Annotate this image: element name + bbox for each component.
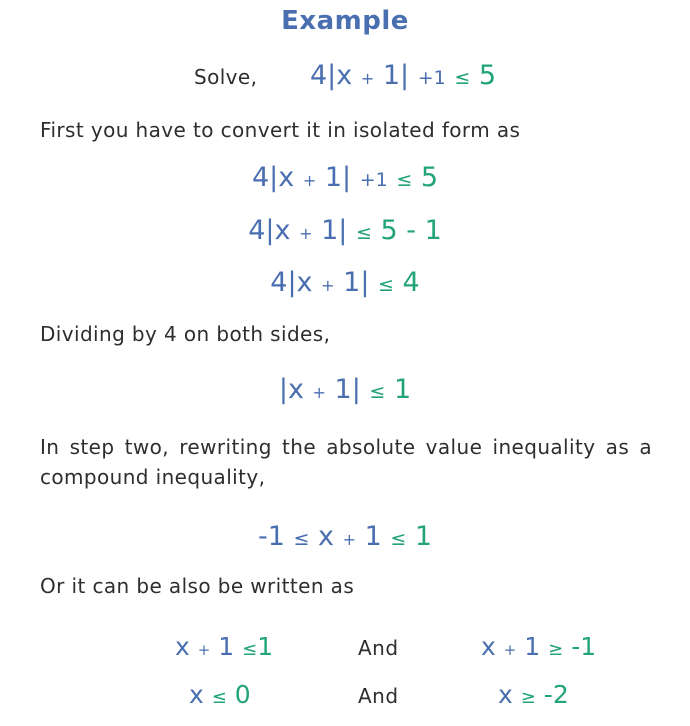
- instruction-text-4: Or it can be also be written as: [40, 574, 355, 598]
- instruction-text-3: In step two, rewriting the absolute valu…: [40, 435, 652, 489]
- plus-sign: +: [503, 641, 517, 659]
- ge-sign: ≥: [548, 639, 564, 660]
- row1-right-inequality: x + 1 ≥ -1: [481, 632, 596, 661]
- row1-left-inequality: x + 1 ≤1: [175, 632, 273, 661]
- rhs: 4: [402, 267, 420, 298]
- example-title: Example: [281, 6, 409, 36]
- lhs: 4|x: [270, 267, 313, 298]
- rhs: 5 - 1: [380, 215, 442, 246]
- le-sign: ≤: [355, 222, 372, 244]
- plus-one: +1: [417, 67, 446, 89]
- plus-sign: +: [302, 171, 317, 190]
- le-sign: ≤: [242, 639, 258, 660]
- rhs: 1: [257, 632, 274, 661]
- one: 1|: [334, 374, 361, 405]
- one: 1|: [321, 215, 348, 246]
- rhs: -2: [543, 680, 569, 709]
- plus-one: +1: [359, 169, 388, 191]
- one: 1: [364, 521, 382, 552]
- row1-and: And: [358, 636, 399, 660]
- one: 1|: [324, 162, 352, 193]
- le-sign: ≤: [369, 381, 386, 403]
- le-sign-2: ≤: [390, 528, 407, 550]
- instruction-text-1: First you have to convert it in isolated…: [40, 118, 521, 142]
- plus-sign: +: [360, 69, 375, 88]
- x-variable: x: [481, 632, 496, 661]
- plus-sign: +: [321, 276, 335, 295]
- lhs: 4|x: [248, 215, 291, 246]
- equation-step-4: |x + 1| ≤ 1: [0, 374, 690, 405]
- row2-and: And: [358, 684, 399, 708]
- right-bound: 1: [414, 521, 433, 552]
- lhs: 4|x: [309, 60, 353, 91]
- le-sign: ≤: [378, 274, 394, 296]
- le-sign: ≤: [396, 169, 413, 191]
- rhs: 5: [478, 60, 497, 91]
- plus-sign: +: [342, 530, 356, 549]
- le-sign: ≤: [454, 67, 471, 89]
- one: 1|: [343, 267, 370, 298]
- plus-sign: +: [312, 383, 326, 402]
- le-sign: ≤: [211, 687, 227, 708]
- equation-step-3: 4|x + 1| ≤ 4: [0, 267, 690, 298]
- rhs: 0: [234, 680, 251, 709]
- row2-left-inequality: x ≤ 0: [189, 680, 251, 709]
- lhs: |x: [278, 374, 304, 405]
- le-sign-1: ≤: [293, 528, 310, 550]
- one: 1: [524, 632, 541, 661]
- problem-statement: Solve, 4|x + 1| +1 ≤ 5: [0, 60, 690, 91]
- plus-sign: +: [299, 224, 313, 243]
- x-variable: x: [189, 680, 204, 709]
- lhs: 4|x: [251, 162, 295, 193]
- rhs: 1: [393, 374, 412, 405]
- equation-step-1: 4|x + 1| +1 ≤ 5: [0, 162, 690, 193]
- equation-step-2: 4|x + 1| ≤ 5 - 1: [0, 215, 690, 246]
- ge-sign: ≥: [520, 687, 536, 708]
- plus-sign: +: [197, 641, 211, 659]
- x-variable: x: [498, 680, 513, 709]
- x-variable: x: [175, 632, 190, 661]
- rhs: 5: [420, 162, 439, 193]
- left-bound: -1: [257, 521, 285, 552]
- solve-label: Solve,: [193, 65, 258, 89]
- row2-right-inequality: x ≥ -2: [498, 680, 569, 709]
- instruction-text-2: Dividing by 4 on both sides,: [40, 322, 331, 346]
- one: 1: [218, 632, 235, 661]
- rhs: -1: [571, 632, 597, 661]
- compound-inequality: -1 ≤ x + 1 ≤ 1: [0, 521, 690, 552]
- one: 1|: [382, 60, 410, 91]
- x-variable: x: [317, 521, 334, 552]
